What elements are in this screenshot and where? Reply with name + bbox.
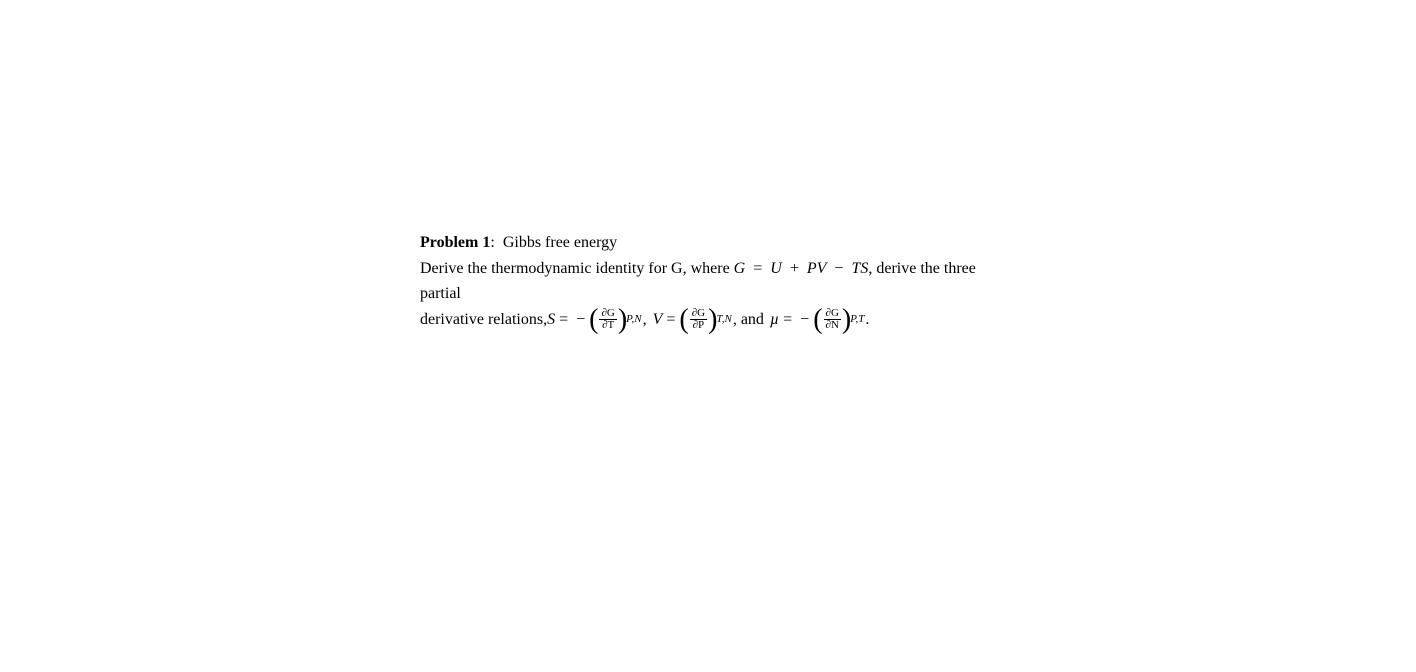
neg-S: − bbox=[572, 307, 589, 333]
V: V bbox=[653, 307, 663, 333]
comma-S: , bbox=[643, 307, 647, 333]
TS: TS bbox=[851, 260, 868, 277]
relation-V: V = ( ∂G ∂P ) T,N , and bbox=[653, 307, 764, 333]
problem-heading-line: Problem 1: Gibbs free energy bbox=[420, 230, 1000, 256]
dG-num-3: ∂G bbox=[826, 307, 839, 319]
colon: : bbox=[490, 234, 494, 251]
relation-mu: µ = − ( ∂G ∂N ) P,T . bbox=[770, 307, 870, 333]
eq-mu: = bbox=[779, 307, 796, 333]
PV: PV bbox=[807, 260, 827, 277]
minus1: − bbox=[830, 260, 847, 277]
comma-and: , and bbox=[733, 307, 764, 333]
S: S bbox=[547, 307, 555, 333]
problem-block: Problem 1: Gibbs free energy Derive the … bbox=[420, 230, 1000, 332]
dP-den: ∂P bbox=[693, 319, 705, 331]
dG-num-1: ∂G bbox=[601, 307, 614, 319]
problem-title: Gibbs free energy bbox=[503, 234, 617, 251]
eq-V: = bbox=[662, 307, 679, 333]
U: U bbox=[770, 260, 782, 277]
dG-num-2: ∂G bbox=[692, 307, 705, 319]
G: G bbox=[734, 260, 746, 277]
line-1: Derive the thermodynamic identity for G,… bbox=[420, 256, 1000, 307]
frac-dG-dN: ∂G ∂N bbox=[824, 308, 841, 332]
relation-S: S = − ( ∂G ∂T ) P,N , bbox=[547, 307, 647, 333]
plus1: + bbox=[786, 260, 803, 277]
neg-mu: − bbox=[796, 307, 813, 333]
sub-TN: T,N bbox=[716, 311, 731, 329]
eq1: = bbox=[749, 260, 766, 277]
dT-den: ∂T bbox=[602, 319, 614, 331]
frac-dG-dP: ∂G ∂P bbox=[690, 308, 707, 332]
dN-den: ∂N bbox=[826, 319, 839, 331]
sub-PT: P,T bbox=[850, 311, 864, 329]
problem-label: Problem 1 bbox=[420, 234, 490, 251]
line-2: derivative relations, S = − ( ∂G ∂T ) P,… bbox=[420, 307, 1000, 333]
line2-lead: derivative relations, bbox=[420, 307, 547, 333]
period: . bbox=[865, 307, 869, 333]
sub-PN: P,N bbox=[626, 311, 641, 329]
line1-lead: Derive the thermodynamic identity for G,… bbox=[420, 260, 734, 277]
frac-dG-dT: ∂G ∂T bbox=[599, 308, 616, 332]
mu: µ bbox=[770, 307, 779, 333]
eq-S: = bbox=[555, 307, 572, 333]
